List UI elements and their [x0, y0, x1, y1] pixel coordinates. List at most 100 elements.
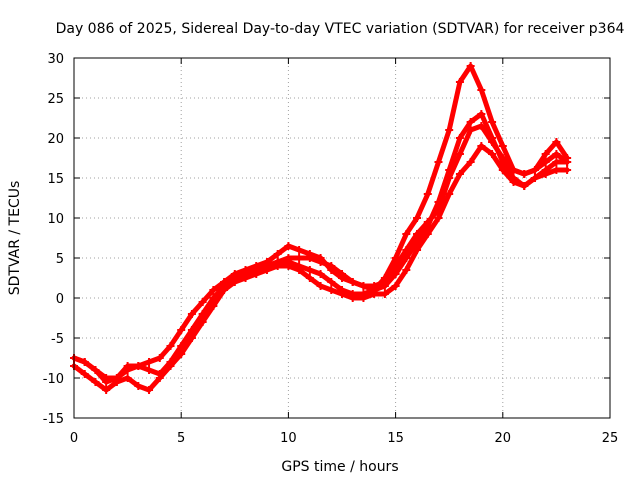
data-point-marker — [530, 166, 539, 174]
data-point-marker — [541, 150, 550, 158]
data-point-marker — [563, 166, 572, 174]
data-point-marker — [434, 206, 443, 214]
y-tick-label: -10 — [43, 372, 64, 387]
data-point-marker — [177, 326, 186, 334]
data-point-marker — [284, 262, 293, 270]
data-point-marker — [134, 382, 143, 390]
data-point-marker — [423, 190, 432, 198]
y-tick-label: 25 — [47, 92, 64, 107]
data-point-marker — [423, 230, 432, 238]
data-point-marker — [434, 214, 443, 222]
y-tick-label: 10 — [47, 212, 64, 227]
data-point-marker — [455, 150, 464, 158]
y-tick-label: 30 — [47, 52, 64, 67]
y-tick-label: 15 — [47, 172, 64, 187]
data-point-marker — [316, 258, 325, 266]
data-point-marker — [477, 122, 486, 130]
data-point-marker — [241, 266, 250, 274]
data-point-marker — [338, 290, 346, 298]
data-point-marker — [520, 182, 529, 190]
data-point-marker — [145, 358, 154, 366]
data-point-marker — [466, 118, 475, 126]
data-point-marker — [488, 150, 497, 158]
data-point-marker — [123, 374, 132, 382]
data-point-marker — [284, 254, 293, 262]
x-tick-label: 10 — [280, 431, 297, 446]
data-point-marker — [316, 282, 325, 290]
data-point-marker — [552, 138, 561, 146]
plot-frame — [73, 57, 611, 419]
y-tick-label: 5 — [56, 252, 64, 267]
data-point-marker — [541, 170, 550, 178]
data-point-marker — [102, 386, 111, 394]
data-point-marker — [134, 362, 143, 370]
data-point-marker — [477, 110, 486, 118]
data-point-marker — [552, 158, 561, 166]
data-point-marker — [423, 218, 432, 226]
data-point-marker — [166, 362, 175, 370]
data-point-marker — [466, 158, 475, 166]
x-tick-label: 25 — [602, 431, 619, 446]
data-point-marker — [413, 230, 422, 238]
data-point-marker — [380, 278, 389, 286]
data-point-marker — [520, 170, 529, 178]
data-point-marker — [230, 270, 239, 278]
data-point-marker — [466, 62, 475, 70]
y-tick-label: 20 — [47, 132, 64, 147]
data-point-marker — [252, 262, 261, 270]
data-point-marker — [155, 354, 164, 362]
data-point-marker — [477, 86, 486, 94]
data-point-marker — [102, 374, 111, 382]
data-point-marker — [155, 374, 164, 382]
data-point-marker — [220, 286, 229, 294]
data-point-marker — [177, 350, 186, 358]
data-point-marker — [455, 78, 464, 86]
data-point-marker — [552, 166, 561, 174]
x-tick-label: 5 — [177, 431, 185, 446]
data-point-marker — [348, 294, 357, 302]
data-point-marker — [166, 342, 175, 350]
data-point-marker — [488, 118, 497, 126]
y-tick-label: -5 — [51, 332, 64, 347]
data-point-marker — [284, 242, 293, 250]
data-point-marker — [455, 170, 464, 178]
data-point-marker — [380, 290, 389, 298]
data-point-marker — [359, 282, 368, 290]
data-point-marker — [391, 282, 400, 290]
data-point-marker — [552, 150, 561, 158]
data-point-marker — [509, 178, 518, 186]
y-tick-label: -15 — [43, 412, 64, 427]
data-point-marker — [445, 126, 454, 134]
data-point-marker — [434, 158, 443, 166]
data-point-marker — [477, 142, 486, 150]
y-axis-label: SDTVAR / TECUs — [7, 181, 23, 296]
data-point-marker — [80, 358, 89, 366]
data-point-marker — [209, 302, 218, 310]
y-tick-label: 0 — [56, 292, 64, 307]
data-point-marker — [391, 262, 400, 270]
data-point-marker — [80, 370, 89, 378]
data-point-marker — [327, 262, 336, 270]
data-point-marker — [305, 274, 314, 282]
data-point-marker — [530, 174, 539, 182]
data-point-marker — [209, 286, 218, 294]
data-point-marker — [262, 262, 271, 270]
data-point-marker — [305, 254, 314, 262]
data-point-marker — [316, 270, 325, 278]
data-point-marker — [198, 298, 207, 306]
data-point-marker — [305, 266, 314, 274]
data-point-marker — [348, 278, 357, 286]
data-point-marker — [402, 230, 411, 238]
data-point-marker — [327, 278, 336, 286]
data-point-marker — [198, 318, 207, 326]
data-point-marker — [488, 138, 497, 146]
x-axis-label: GPS time / hours — [281, 459, 398, 475]
data-point-marker — [509, 166, 518, 174]
data-point-marker — [241, 274, 250, 282]
data-point-marker — [230, 278, 239, 286]
data-point-marker — [455, 134, 464, 142]
data-point-marker — [220, 278, 229, 286]
data-point-marker — [187, 310, 196, 318]
